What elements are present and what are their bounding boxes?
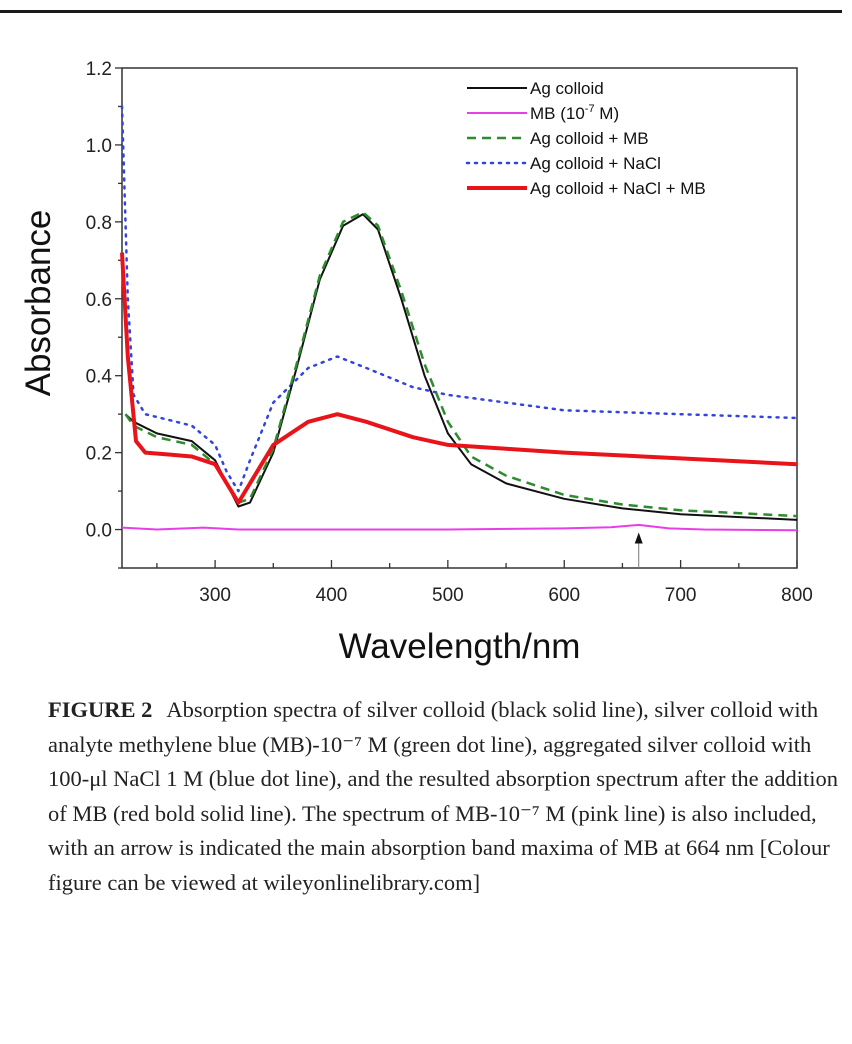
- y-tick-label: 0.4: [86, 367, 113, 388]
- y-tick-label: 1.2: [86, 59, 112, 80]
- caption-text: Absorption spectra of silver colloid (bl…: [48, 697, 838, 895]
- series-line-3: [120, 105, 799, 493]
- x-axis-label: Wavelength/nm: [339, 627, 581, 666]
- y-axis-label: Absorbance: [19, 210, 58, 397]
- x-tick-label: 600: [548, 585, 580, 606]
- y-tick-label: 0.2: [86, 444, 112, 465]
- legend-label: Ag colloid: [530, 79, 604, 98]
- legend-label: MB (10-7 M): [530, 103, 619, 123]
- legend-label: Ag colloid + NaCl: [530, 154, 661, 173]
- plot-frame: [121, 67, 798, 569]
- x-tick-label: 400: [316, 585, 348, 606]
- caption-label: FIGURE 2: [48, 697, 153, 722]
- x-tick-label: 500: [432, 585, 464, 606]
- y-tick-label: 1.0: [86, 136, 112, 157]
- series-line-4: [120, 252, 798, 505]
- x-tick-label: 700: [665, 585, 697, 606]
- x-tick-label: 800: [781, 585, 813, 606]
- series-line-2: [124, 210, 798, 518]
- series-line-1: [121, 523, 798, 532]
- absorbance-chart: 300 400 500 600 700 800 0.0 0.2 0.4 0.6 0.8 1.0 1.2 W…: [19, 59, 813, 666]
- y-tick-label: 0.8: [86, 213, 112, 234]
- legend-label: Ag colloid + MB: [530, 129, 649, 148]
- y-tick-label: 0.6: [86, 290, 112, 311]
- top-rule: [0, 10, 842, 13]
- series-line-0: [124, 213, 798, 521]
- y-tick-label: 0.0: [86, 521, 112, 542]
- annotation-arrow-head: [634, 532, 643, 544]
- legend-label: Ag colloid + NaCl + MB: [530, 179, 706, 198]
- figure-caption: FIGURE 2 Absorption spectra of silver col…: [48, 693, 838, 900]
- x-tick-label: 300: [199, 585, 231, 606]
